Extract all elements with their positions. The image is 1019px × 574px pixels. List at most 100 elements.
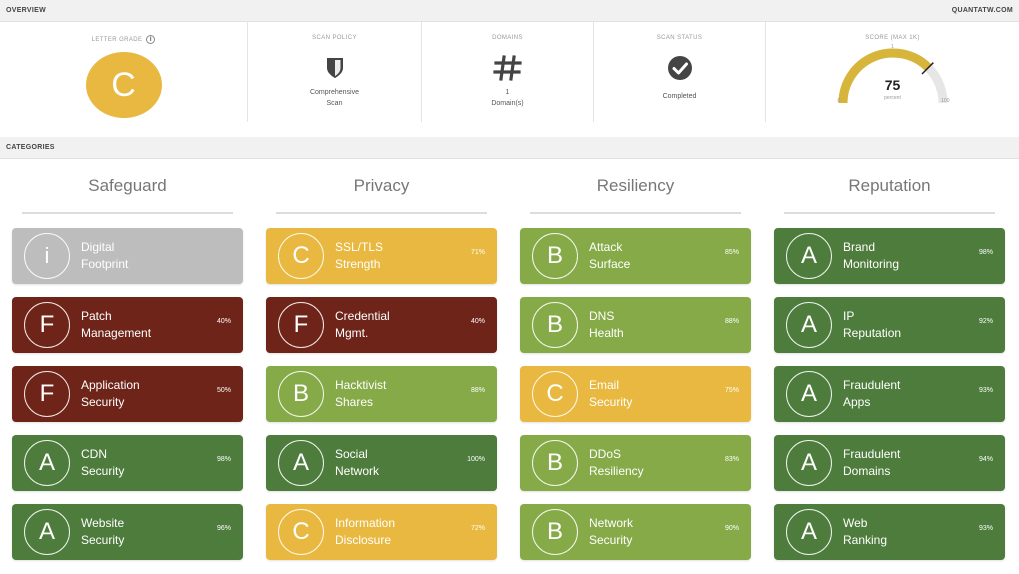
- category-percent: 50%: [216, 387, 231, 394]
- category-label-line2: Resiliency: [589, 464, 644, 478]
- category-card[interactable]: F Patch Management 40%: [12, 297, 243, 353]
- category-label: Web Ranking: [843, 515, 953, 549]
- category-label-line1: IP: [843, 309, 855, 323]
- category-label: Credential Mgmt.: [335, 308, 445, 342]
- category-title: Resiliency: [596, 176, 675, 195]
- category-percent: 85%: [724, 249, 739, 256]
- category-card[interactable]: B DDoS Resiliency 83%: [520, 435, 751, 491]
- categories-grid: Safeguard i Digital Footprint F Patch Manageme…: [0, 160, 1019, 574]
- category-card[interactable]: B Hacktivist Shares 88%: [266, 366, 497, 422]
- category-label-line2: Reputation: [843, 326, 902, 340]
- score-title: SCORE (MAX 1k): [865, 35, 920, 41]
- category-label: Fraudulent Apps: [843, 377, 953, 411]
- category-card[interactable]: A Fraudulent Domains 94%: [774, 435, 1005, 491]
- category-label: Digital Footprint: [81, 239, 191, 273]
- grade-badge: F: [24, 371, 70, 417]
- category-label-line2: Domains: [843, 464, 891, 478]
- domains-title: DOMAINS: [492, 35, 523, 41]
- category-card[interactable]: A Fraudulent Apps 93%: [774, 366, 1005, 422]
- category-card[interactable]: B Attack Surface 85%: [520, 228, 751, 284]
- category-label-line2: Footprint: [81, 257, 129, 271]
- category-card[interactable]: C Information Disclosure 72%: [266, 504, 497, 560]
- letter-grade-card: LETTER GRADE i C: [0, 22, 248, 122]
- category-card[interactable]: A Social Network 100%: [266, 435, 497, 491]
- category-label-line1: CDN: [81, 447, 107, 461]
- category-label: IP Reputation: [843, 308, 953, 342]
- category-label-line2: Health: [589, 326, 624, 340]
- gauge-max-label: 100: [941, 98, 950, 104]
- categories-label: CATEGORIES: [6, 144, 55, 151]
- scan-status-value: Completed: [662, 93, 697, 100]
- category-card[interactable]: C SSL/TLS Strength 71%: [266, 228, 497, 284]
- category-percent: 98%: [978, 249, 993, 256]
- category-percent: 94%: [978, 456, 993, 463]
- category-card[interactable]: C Email Security 75%: [520, 366, 751, 422]
- category-label-line2: Management: [81, 326, 152, 340]
- score-value: 75: [884, 77, 901, 93]
- category-percent: 93%: [978, 387, 993, 394]
- category-card[interactable]: i Digital Footprint: [12, 228, 243, 284]
- gauge-min-label: 0: [837, 98, 841, 104]
- grade-badge: A: [786, 440, 832, 486]
- domains-card: DOMAINS 1 Domain(s): [422, 22, 594, 122]
- overview-header: OVERVIEW QUANTATW.COM: [0, 0, 1019, 22]
- category-label: Application Security: [81, 377, 191, 411]
- gauge-fill: [838, 48, 932, 104]
- grade-badge: C: [278, 509, 324, 555]
- hash-icon: [492, 55, 523, 81]
- category-card[interactable]: A Web Ranking 93%: [774, 504, 1005, 560]
- gauge-top-label: 1: [891, 44, 894, 50]
- category-label-line1: Fraudulent: [843, 378, 901, 392]
- category-label: Brand Monitoring: [843, 239, 953, 273]
- category-label-line2: Strength: [335, 257, 381, 271]
- info-icon[interactable]: i: [146, 35, 156, 44]
- category-label: Information Disclosure: [335, 515, 445, 549]
- category-card[interactable]: A Website Security 96%: [12, 504, 243, 560]
- category-percent: 40%: [470, 318, 485, 325]
- category-card[interactable]: A Brand Monitoring 98%: [774, 228, 1005, 284]
- category-label-line1: Network: [589, 516, 634, 530]
- grade-badge: A: [786, 371, 832, 417]
- category-percent: 83%: [724, 456, 739, 463]
- category-title: Privacy: [353, 176, 410, 195]
- category-percent: 92%: [978, 318, 993, 325]
- category-label-line2: Network: [335, 464, 380, 478]
- category-card[interactable]: B DNS Health 88%: [520, 297, 751, 353]
- category-card[interactable]: B Network Security 90%: [520, 504, 751, 560]
- scan-status-title: SCAN STATUS: [656, 35, 703, 41]
- category-label-line1: Social: [335, 447, 368, 461]
- category-percent: 96%: [216, 525, 231, 532]
- grade-badge: C: [278, 233, 324, 279]
- categories-header: CATEGORIES: [0, 137, 1019, 159]
- category-title: Safeguard: [88, 176, 167, 195]
- category-divider: [530, 212, 741, 214]
- gauge-needle: [920, 62, 934, 75]
- category-label: Email Security: [589, 377, 699, 411]
- category-label-line1: Email: [589, 378, 620, 392]
- category-card[interactable]: A IP Reputation 92%: [774, 297, 1005, 353]
- category-card[interactable]: F Credential Mgmt. 40%: [266, 297, 497, 353]
- score-unit: percent: [884, 95, 901, 101]
- grade-badge: F: [278, 302, 324, 348]
- category-label-line1: Fraudulent: [843, 447, 901, 461]
- category-label-line1: Hacktivist: [335, 378, 387, 392]
- overview-panel: LETTER GRADE i C SCAN POLICY Comprehensi…: [0, 22, 1019, 122]
- domains-count: 1: [505, 89, 510, 96]
- category-label-line1: Application: [81, 378, 140, 392]
- category-percent: 71%: [470, 249, 485, 256]
- category-label-line1: DNS: [589, 309, 615, 323]
- grade-badge: B: [532, 233, 578, 279]
- category-card[interactable]: A CDN Security 98%: [12, 435, 243, 491]
- category-label: Hacktivist Shares: [335, 377, 445, 411]
- category-divider: [784, 212, 995, 214]
- grade-badge: A: [24, 440, 70, 486]
- category-label: CDN Security: [81, 446, 191, 480]
- scan-policy-line1: Comprehensive: [309, 89, 360, 96]
- category-label: SSL/TLS Strength: [335, 239, 445, 273]
- category-card[interactable]: F Application Security 50%: [12, 366, 243, 422]
- category-label-line2: Security: [81, 464, 125, 478]
- category-label: DNS Health: [589, 308, 699, 342]
- category-percent: 72%: [470, 525, 485, 532]
- category-label-line2: Security: [589, 395, 633, 409]
- grade-badge: A: [786, 233, 832, 279]
